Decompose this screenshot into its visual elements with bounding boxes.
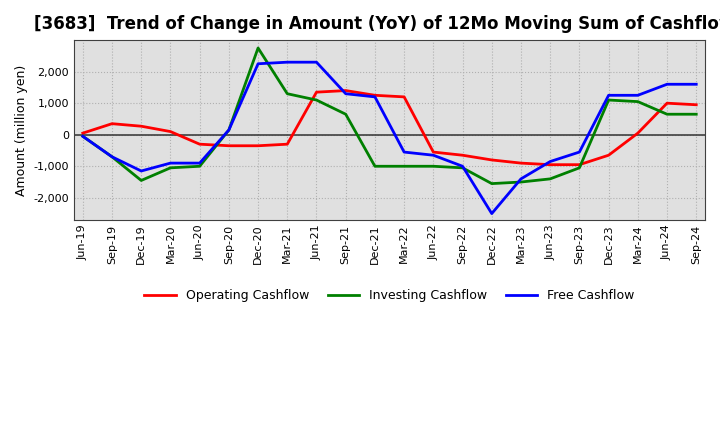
Investing Cashflow [166, 165, 175, 170]
Investing Cashflow [575, 165, 584, 170]
Operating Cashflow [575, 162, 584, 167]
Investing Cashflow [692, 112, 701, 117]
Operating Cashflow [400, 94, 408, 99]
Free Cashflow [634, 93, 642, 98]
Free Cashflow [429, 153, 438, 158]
Operating Cashflow [692, 102, 701, 107]
Operating Cashflow [253, 143, 262, 148]
Investing Cashflow [487, 181, 496, 186]
Operating Cashflow [166, 129, 175, 134]
Investing Cashflow [195, 164, 204, 169]
Free Cashflow [546, 159, 554, 164]
Free Cashflow [253, 61, 262, 66]
Operating Cashflow [283, 142, 292, 147]
Free Cashflow [225, 127, 233, 132]
Legend: Operating Cashflow, Investing Cashflow, Free Cashflow: Operating Cashflow, Investing Cashflow, … [140, 284, 639, 307]
Investing Cashflow [429, 164, 438, 169]
Operating Cashflow [458, 153, 467, 158]
Investing Cashflow [283, 91, 292, 96]
Operating Cashflow [634, 131, 642, 136]
Investing Cashflow [371, 164, 379, 169]
Line: Free Cashflow: Free Cashflow [83, 62, 696, 213]
Free Cashflow [312, 59, 321, 65]
Free Cashflow [108, 154, 117, 159]
Investing Cashflow [108, 154, 117, 159]
Operating Cashflow [429, 150, 438, 155]
Operating Cashflow [604, 153, 613, 158]
Free Cashflow [692, 82, 701, 87]
Y-axis label: Amount (million yen): Amount (million yen) [15, 64, 28, 196]
Operating Cashflow [108, 121, 117, 126]
Line: Investing Cashflow: Investing Cashflow [83, 48, 696, 183]
Free Cashflow [166, 161, 175, 166]
Free Cashflow [137, 169, 145, 174]
Free Cashflow [400, 150, 408, 155]
Investing Cashflow [137, 178, 145, 183]
Investing Cashflow [458, 165, 467, 170]
Free Cashflow [487, 211, 496, 216]
Operating Cashflow [546, 162, 554, 167]
Operating Cashflow [517, 161, 526, 166]
Free Cashflow [604, 93, 613, 98]
Operating Cashflow [371, 93, 379, 98]
Free Cashflow [341, 91, 350, 96]
Investing Cashflow [517, 180, 526, 185]
Operating Cashflow [195, 142, 204, 147]
Investing Cashflow [634, 99, 642, 104]
Free Cashflow [517, 176, 526, 182]
Free Cashflow [575, 150, 584, 155]
Free Cashflow [283, 59, 292, 65]
Investing Cashflow [78, 134, 87, 139]
Operating Cashflow [487, 158, 496, 163]
Investing Cashflow [662, 112, 671, 117]
Line: Operating Cashflow: Operating Cashflow [83, 91, 696, 165]
Investing Cashflow [546, 176, 554, 182]
Investing Cashflow [341, 112, 350, 117]
Operating Cashflow [662, 101, 671, 106]
Free Cashflow [662, 82, 671, 87]
Operating Cashflow [78, 131, 87, 136]
Operating Cashflow [312, 89, 321, 95]
Free Cashflow [458, 164, 467, 169]
Investing Cashflow [225, 127, 233, 132]
Free Cashflow [195, 161, 204, 166]
Title: [3683]  Trend of Change in Amount (YoY) of 12Mo Moving Sum of Cashflows: [3683] Trend of Change in Amount (YoY) o… [35, 15, 720, 33]
Operating Cashflow [225, 143, 233, 148]
Investing Cashflow [604, 97, 613, 103]
Investing Cashflow [400, 164, 408, 169]
Free Cashflow [78, 134, 87, 139]
Operating Cashflow [137, 124, 145, 129]
Free Cashflow [371, 94, 379, 99]
Operating Cashflow [341, 88, 350, 93]
Investing Cashflow [253, 45, 262, 51]
Investing Cashflow [312, 97, 321, 103]
